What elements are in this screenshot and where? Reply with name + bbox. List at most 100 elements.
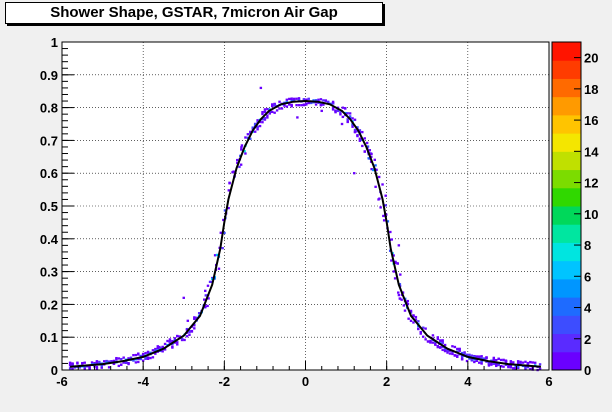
heatmap-cell xyxy=(453,354,457,357)
color-tick-label: 20 xyxy=(584,51,598,66)
heatmap-cell xyxy=(519,360,522,364)
heatmap-cell xyxy=(197,312,201,315)
heatmap-cell xyxy=(451,351,454,354)
heatmap-cell xyxy=(171,346,174,349)
color-swatch xyxy=(552,169,581,189)
heatmap-cell xyxy=(516,360,520,363)
heatmap-cell xyxy=(358,137,362,140)
heatmap-cell xyxy=(477,361,481,364)
heatmap-cell xyxy=(68,364,72,367)
heatmap-cell xyxy=(346,120,349,123)
heatmap-cell xyxy=(353,118,357,121)
heatmap-cell xyxy=(465,353,469,356)
heatmap-cell xyxy=(470,359,474,362)
heatmap-cell xyxy=(353,130,357,133)
heatmap-cell xyxy=(93,361,96,365)
heatmap-cell xyxy=(516,362,520,365)
heatmap-cell xyxy=(480,362,483,365)
heatmap-cell xyxy=(68,362,72,365)
heatmap-cell xyxy=(356,134,359,138)
heatmap-cell xyxy=(417,327,420,330)
heatmap-cell xyxy=(266,114,269,117)
heatmap-cell xyxy=(186,319,190,322)
heatmap-cell xyxy=(168,341,172,344)
heatmap-cell xyxy=(526,361,530,365)
heatmap-cell xyxy=(90,361,94,364)
heatmap-cell xyxy=(256,125,259,128)
color-swatch xyxy=(552,78,581,98)
heatmap-cell xyxy=(348,115,352,118)
x-tick-label: -4 xyxy=(137,374,149,389)
heatmap-cell xyxy=(407,317,410,320)
heatmap-cell xyxy=(441,348,444,352)
heatmap-cell xyxy=(397,291,400,294)
color-swatch xyxy=(552,224,581,243)
heatmap-cell xyxy=(173,338,177,342)
heatmap-cell xyxy=(431,334,435,337)
heatmap-cell xyxy=(185,335,189,338)
color-swatch xyxy=(552,278,581,298)
heatmap-cell xyxy=(217,267,221,270)
heatmap-cell xyxy=(417,320,420,323)
heatmap-cell xyxy=(134,353,138,357)
heatmap-cell xyxy=(105,359,108,363)
heatmap-cell xyxy=(319,98,323,101)
heatmap-cell xyxy=(403,309,407,312)
heatmap-cell xyxy=(365,141,369,145)
color-swatch xyxy=(552,260,581,280)
heatmap-cell xyxy=(206,304,209,308)
heatmap-cell xyxy=(236,158,239,162)
heatmap-cell xyxy=(173,337,177,340)
heatmap-cell xyxy=(512,367,515,370)
heatmap-cell xyxy=(263,110,267,113)
heatmap-cell xyxy=(207,297,210,300)
heatmap-cell xyxy=(502,365,505,368)
heatmap-cell xyxy=(180,337,184,341)
color-swatch xyxy=(552,351,581,371)
heatmap-cell xyxy=(271,105,274,108)
heatmap-cell xyxy=(499,358,503,362)
heatmap-cell xyxy=(334,110,337,113)
heatmap-cell xyxy=(320,109,323,113)
heatmap-cell xyxy=(107,366,111,369)
heatmap-cell xyxy=(305,102,308,105)
color-tick-label: 16 xyxy=(584,113,598,128)
heatmap-cell xyxy=(127,357,130,360)
heatmap-cell xyxy=(221,247,224,250)
heatmap-cell xyxy=(451,352,454,356)
heatmap-cell xyxy=(81,361,84,365)
heatmap-cell xyxy=(73,366,77,369)
heatmap-cell xyxy=(296,116,299,119)
heatmap-cell xyxy=(436,336,440,339)
heatmap-cell xyxy=(327,100,330,103)
heatmap-cell xyxy=(414,318,418,321)
heatmap-cell xyxy=(443,349,447,352)
heatmap-cell xyxy=(124,361,128,364)
heatmap-cell xyxy=(83,361,86,364)
heatmap-cell xyxy=(292,97,296,100)
heatmap-cell xyxy=(346,112,349,115)
heatmap-cell xyxy=(516,366,520,370)
heatmap-cell xyxy=(71,367,74,371)
heatmap-cell xyxy=(331,108,335,111)
heatmap-cell xyxy=(249,137,252,140)
heatmap-cell xyxy=(78,366,82,369)
heatmap-cell xyxy=(163,342,167,346)
heatmap-cell xyxy=(443,347,447,351)
heatmap-cell xyxy=(156,345,159,348)
heatmap-cell xyxy=(193,327,196,330)
heatmap-cell xyxy=(492,358,496,361)
y-tick-label: 0.6 xyxy=(40,166,58,181)
heatmap-cell xyxy=(211,277,214,281)
heatmap-cell xyxy=(146,350,150,353)
heatmap-cell xyxy=(244,136,247,139)
heatmap-cell xyxy=(305,98,308,101)
heatmap-cell xyxy=(290,103,293,107)
heatmap-cell xyxy=(144,351,147,355)
heatmap-cell xyxy=(302,98,306,101)
heatmap-cell xyxy=(319,102,323,105)
heatmap-cell xyxy=(273,111,276,114)
heatmap-cell xyxy=(275,109,279,112)
heatmap-cell xyxy=(353,128,357,132)
heatmap-cell xyxy=(470,354,474,357)
